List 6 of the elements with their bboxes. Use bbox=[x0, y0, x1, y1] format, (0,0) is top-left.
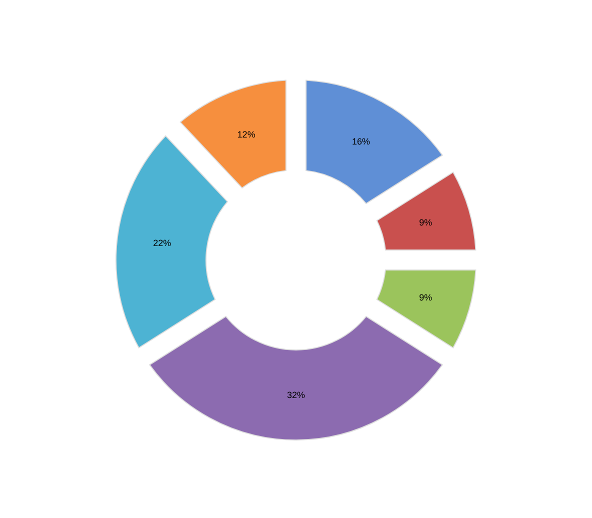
data-label: 32% bbox=[286, 390, 306, 400]
data-label: 9% bbox=[419, 217, 432, 228]
data-label: 9% bbox=[419, 292, 432, 303]
data-label: 22% bbox=[153, 238, 172, 248]
data-label: 12% bbox=[237, 129, 256, 140]
data-label: 16% bbox=[352, 136, 370, 147]
